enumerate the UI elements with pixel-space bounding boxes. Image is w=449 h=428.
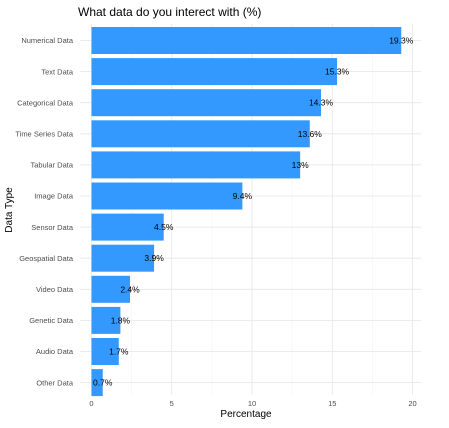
data-label: 1.7%: [109, 347, 129, 357]
x-tick-label: 20: [408, 399, 416, 408]
bar: [91, 213, 164, 241]
data-label: 13%: [292, 160, 309, 170]
data-label: 9.4%: [233, 191, 253, 201]
category-labels: Numerical Data Text Data Categorical Data T…: [15, 36, 73, 387]
category-label: Tabular Data: [30, 161, 73, 170]
bar: [91, 182, 243, 210]
category-label: Time Series Data: [15, 130, 73, 139]
x-tick-label: 15: [328, 399, 336, 408]
category-label: Image Data: [34, 192, 74, 201]
data-label: 4.5%: [154, 222, 174, 232]
data-label: 14.3%: [309, 98, 334, 108]
category-label: Video Data: [36, 285, 74, 294]
x-tick-label: 0: [89, 399, 93, 408]
category-label: Geospatial Data: [19, 254, 74, 263]
data-label: 3.9%: [144, 253, 164, 263]
x-tick-labels: 0 5 10 15 20: [89, 399, 416, 408]
x-axis-title: Percentage: [220, 409, 272, 420]
data-label: 13.6%: [298, 129, 323, 139]
data-label: 0.7%: [93, 378, 113, 388]
category-label: Sensor Data: [31, 223, 74, 232]
data-label: 19.3%: [389, 36, 414, 46]
bar: [91, 89, 322, 117]
x-tick-label: 10: [248, 399, 256, 408]
bar: [91, 120, 310, 148]
data-label: 15.3%: [325, 67, 350, 77]
y-axis-title: Data Type: [4, 187, 15, 233]
bars: [91, 27, 402, 397]
category-label: Audio Data: [36, 347, 74, 356]
bar: [91, 151, 301, 179]
bar: [91, 58, 338, 86]
category-label: Text Data: [41, 67, 74, 76]
category-label: Genetic Data: [29, 316, 74, 325]
data-labels: 19.3% 15.3% 14.3% 13.6% 13% 9.4% 4.5% 3.9% 2.4% 1…: [93, 36, 414, 388]
bar: [91, 338, 119, 365]
chart-title: What data do you interect with (%): [78, 5, 261, 19]
bar: [91, 275, 131, 303]
data-label: 2.4%: [120, 284, 140, 294]
bar: [91, 369, 103, 397]
bar: [91, 27, 402, 54]
category-label: Other Data: [36, 378, 74, 387]
category-label: Numerical Data: [21, 36, 74, 45]
x-tick-label: 5: [170, 399, 174, 408]
data-label: 1.8%: [111, 315, 131, 325]
category-label: Categorical Data: [17, 98, 74, 107]
bar: [91, 244, 155, 272]
bar: [91, 306, 121, 334]
